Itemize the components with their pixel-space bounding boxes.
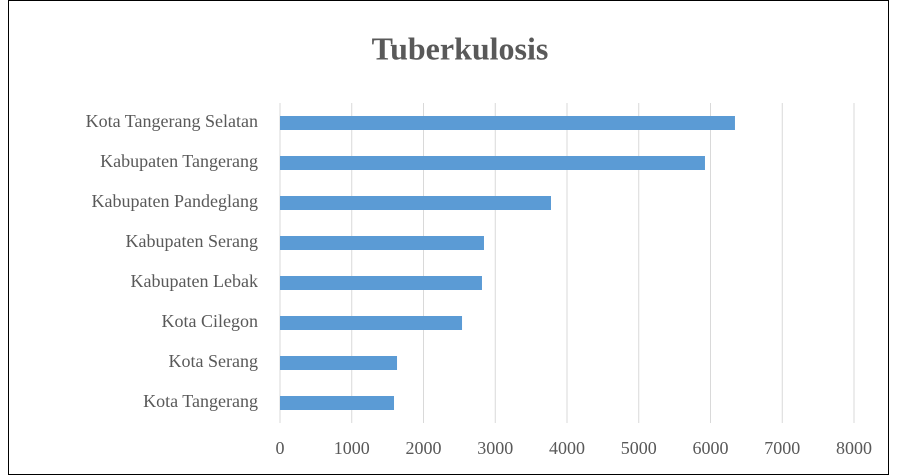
x-tick-label: 0 xyxy=(276,438,285,458)
y-tick-label: Kota Tangerang Selatan xyxy=(86,111,258,131)
y-tick-label: Kabupaten Lebak xyxy=(131,271,258,291)
x-tick-label: 2000 xyxy=(406,438,442,458)
x-tick-label: 8000 xyxy=(836,438,872,458)
x-tick-label: 1000 xyxy=(334,438,370,458)
chart-title: Tuberkulosis xyxy=(372,30,549,66)
y-tick-label: Kota Tangerang xyxy=(143,391,258,411)
y-tick-label: Kota Serang xyxy=(169,351,258,371)
x-tick-label: 4000 xyxy=(549,438,585,458)
bar xyxy=(280,116,735,130)
bar xyxy=(280,276,482,290)
bar xyxy=(280,156,705,170)
bar xyxy=(280,316,463,330)
bar xyxy=(280,396,395,410)
x-tick-label: 6000 xyxy=(693,438,729,458)
bar xyxy=(280,196,551,210)
y-tick-label: Kabupaten Pandeglang xyxy=(92,191,258,211)
y-tick-label: Kabupaten Tangerang xyxy=(100,151,258,171)
bar xyxy=(280,356,398,370)
y-tick-label: Kota Cilegon xyxy=(162,311,259,331)
x-tick-label: 3000 xyxy=(477,438,513,458)
x-tick-label: 5000 xyxy=(621,438,657,458)
bar xyxy=(280,236,484,250)
y-tick-label: Kabupaten Serang xyxy=(126,231,258,251)
x-tick-label: 7000 xyxy=(764,438,800,458)
